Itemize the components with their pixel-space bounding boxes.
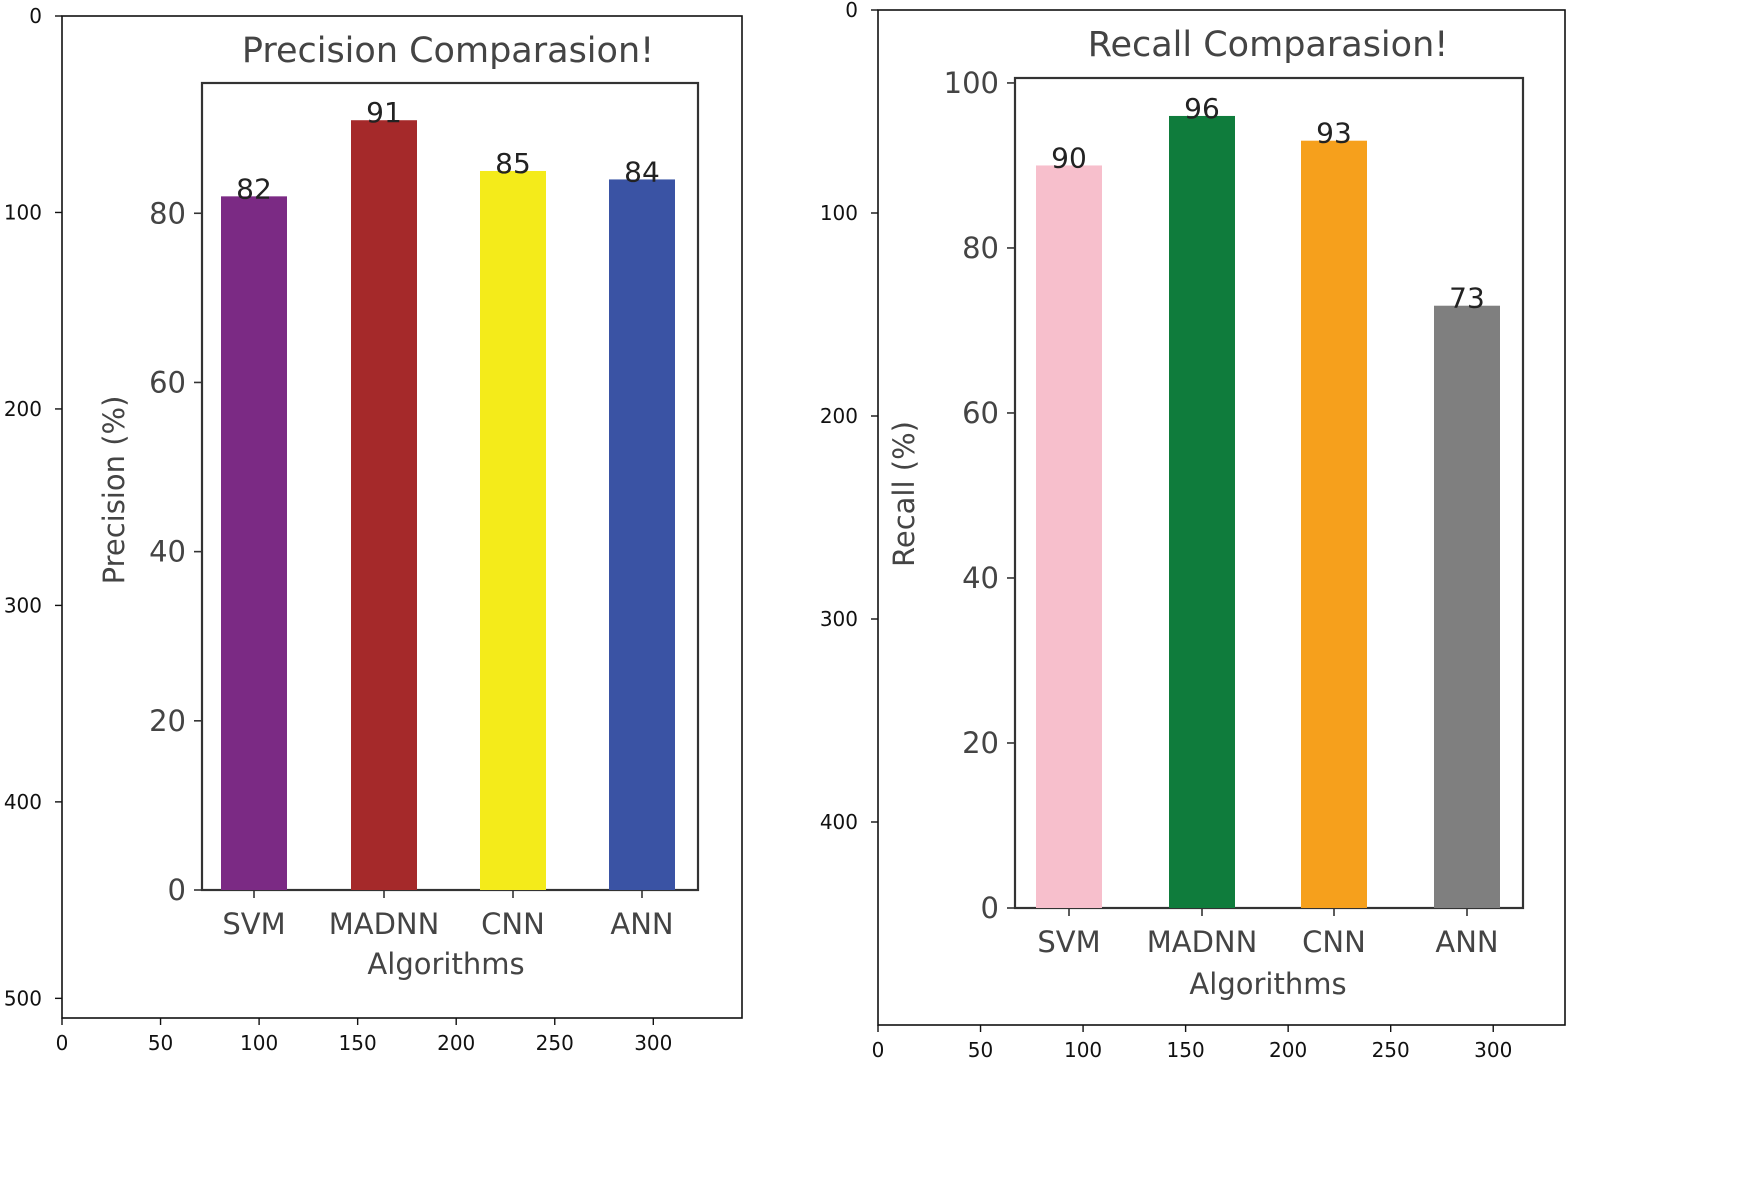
- outer-x-tick-label: 200: [1269, 1038, 1307, 1062]
- bar-cnn: [1301, 140, 1367, 908]
- bar-ann: [1434, 305, 1500, 908]
- outer-y-tick-label: 0: [845, 0, 858, 22]
- bar-value-label: 82: [236, 172, 272, 205]
- outer-y-tick-label: 400: [820, 810, 858, 834]
- y-axis-label: Recall (%): [887, 421, 921, 567]
- y-tick-label: 40: [149, 535, 186, 569]
- x-axis-label: Algorithms: [367, 947, 524, 981]
- outer-y-tick-label: 200: [820, 404, 858, 428]
- y-tick-label: 20: [149, 704, 186, 738]
- outer-x-tick-label: 0: [56, 1031, 69, 1055]
- y-tick-label: 0: [168, 873, 186, 907]
- outer-x-tick-label: 300: [634, 1031, 672, 1055]
- y-tick-label: 40: [962, 561, 999, 595]
- y-tick-label: 0: [981, 891, 999, 925]
- plot-area-frame: [1013, 76, 1525, 910]
- chart-panel-2: 0 50 100 150 200 250 300 0 100 200 300 400 0 20 40 60 80…: [820, 0, 1566, 1062]
- y-tick-label: 60: [149, 365, 186, 399]
- bar-value-label: 93: [1316, 117, 1352, 150]
- x-tick-label: CNN: [481, 907, 545, 941]
- bar-value-label: 85: [495, 147, 531, 180]
- outer-x-tick-label: 50: [148, 1031, 173, 1055]
- bar-ann: [609, 179, 675, 890]
- bar-madnn: [351, 120, 417, 891]
- x-tick-label: SVM: [222, 907, 285, 941]
- outer-x-tick-label: 0: [872, 1038, 885, 1062]
- outer-y-tick-label: 500: [4, 986, 42, 1010]
- x-tick-label: ANN: [1435, 925, 1498, 959]
- y-tick-label: 60: [962, 396, 999, 430]
- chart-panel-1: 0 50 100 150 200 250 300 0 100 200 300 400 500 0 20 40 6…: [4, 4, 743, 1055]
- outer-x-tick-label: 50: [968, 1038, 993, 1062]
- y-tick-label: 80: [962, 231, 999, 265]
- y-tick-label: 80: [149, 196, 186, 230]
- x-tick-label: MADNN: [329, 907, 440, 941]
- outer-x-tick-label: 250: [536, 1031, 574, 1055]
- outer-y-tick-label: 200: [4, 397, 42, 421]
- outer-x-tick-label: 200: [437, 1031, 475, 1055]
- bar-cnn: [480, 170, 546, 890]
- outer-y-tick-label: 100: [820, 201, 858, 225]
- outer-y-tick-label: 100: [4, 200, 42, 224]
- outer-y-tick-label: 300: [820, 607, 858, 631]
- outer-x-tick-label: 150: [1167, 1038, 1205, 1062]
- bar-svm: [221, 196, 287, 891]
- outer-x-tick-label: 100: [240, 1031, 278, 1055]
- y-tick-label: 20: [962, 726, 999, 760]
- x-axis-label: Algorithms: [1189, 967, 1346, 1001]
- x-tick-label: SVM: [1037, 925, 1100, 959]
- y-tick-label: 100: [944, 66, 999, 100]
- bar-value-label: 84: [624, 155, 660, 188]
- outer-x-tick-label: 100: [1064, 1038, 1102, 1062]
- bar-madnn: [1169, 115, 1235, 909]
- chart-title: Precision Comparasion!: [242, 31, 654, 71]
- x-tick-label: MADNN: [1147, 925, 1258, 959]
- bar-value-label: 96: [1184, 92, 1220, 125]
- bar-svm: [1036, 165, 1102, 908]
- bar-value-label: 90: [1051, 141, 1087, 174]
- bar-value-label: 73: [1449, 282, 1485, 315]
- outer-y-tick-label: 300: [4, 593, 42, 617]
- chart-title: Recall Comparasion!: [1088, 25, 1449, 65]
- plot-area-frame: [200, 81, 700, 892]
- outer-y-tick-label: 0: [29, 4, 42, 28]
- outer-x-tick-label: 250: [1372, 1038, 1410, 1062]
- outer-x-tick-label: 300: [1474, 1038, 1512, 1062]
- bar-value-label: 91: [366, 96, 402, 129]
- x-tick-label: CNN: [1302, 925, 1366, 959]
- x-tick-label: ANN: [610, 907, 673, 941]
- outer-x-tick-label: 150: [339, 1031, 377, 1055]
- y-axis-label: Precision (%): [97, 396, 131, 585]
- outer-y-tick-label: 400: [4, 790, 42, 814]
